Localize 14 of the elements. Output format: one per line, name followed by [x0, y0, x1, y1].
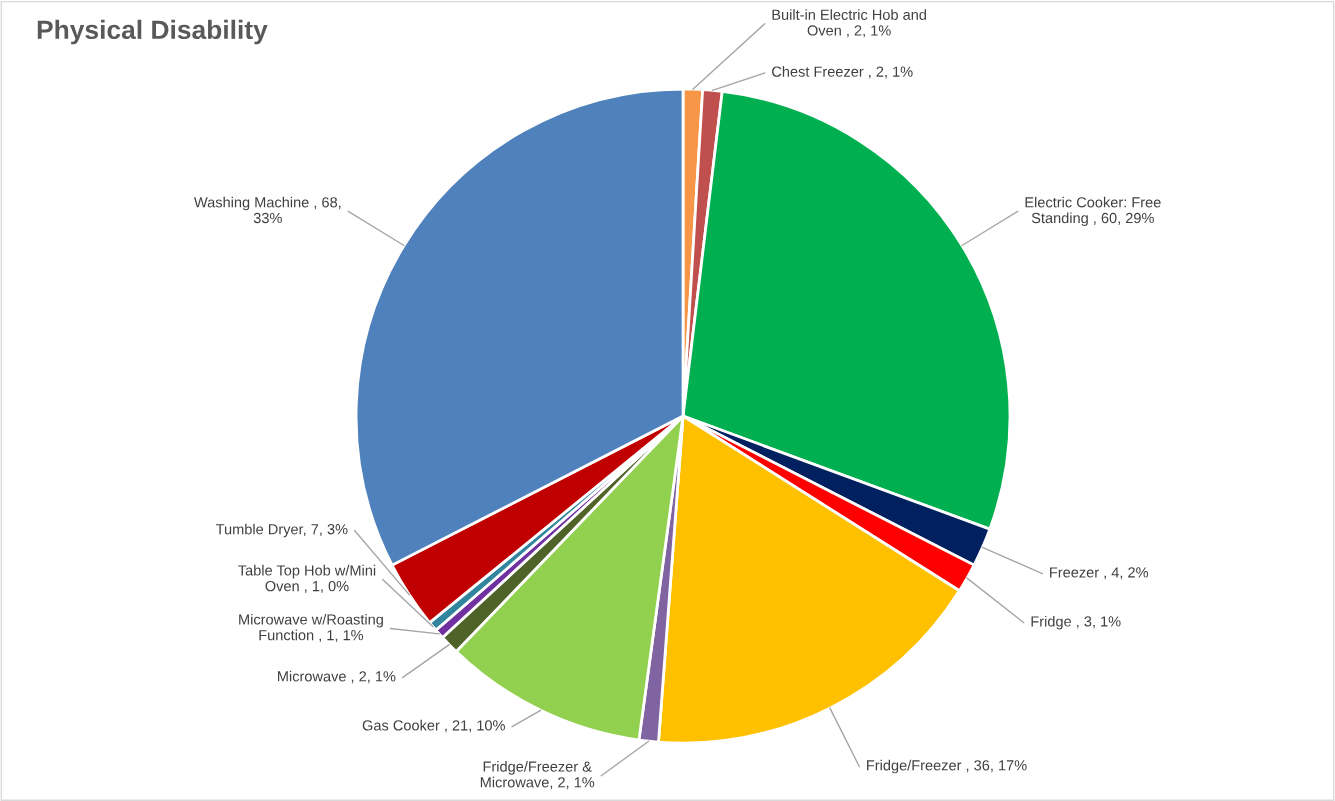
slice-label: Tumble Dryer, 7, 3%: [215, 523, 348, 538]
chart-title: Physical Disability: [37, 19, 268, 45]
slice-label: Freezer , 4, 2%: [1050, 567, 1149, 580]
slice-label: Table Top Hob w/Mini Oven , 1, 0%: [238, 564, 376, 594]
slice-label: Washing Machine , 68, 33%: [194, 196, 341, 224]
slice-label: Microwave , 2, 1%: [278, 670, 396, 684]
slice-label: Microwave w/Roasting Function , 1, 1%: [239, 613, 383, 643]
slice-label: Gas Cooker , 21, 10%: [362, 719, 505, 733]
slice-label: Fridge/Freezer , 36, 17%: [867, 759, 1027, 774]
slice-label: Fridge , 3, 1%: [1031, 615, 1121, 630]
slice-label: Fridge/Freezer & Microwave, 2, 1%: [480, 761, 595, 790]
slice-label: Chest Freezer , 2, 1%: [772, 66, 913, 79]
slice-label: Electric Cooker: Free Standing , 60, 29%: [1025, 196, 1161, 227]
slice-label: Built-in Electric Hob and Oven , 2, 1%: [772, 9, 926, 38]
